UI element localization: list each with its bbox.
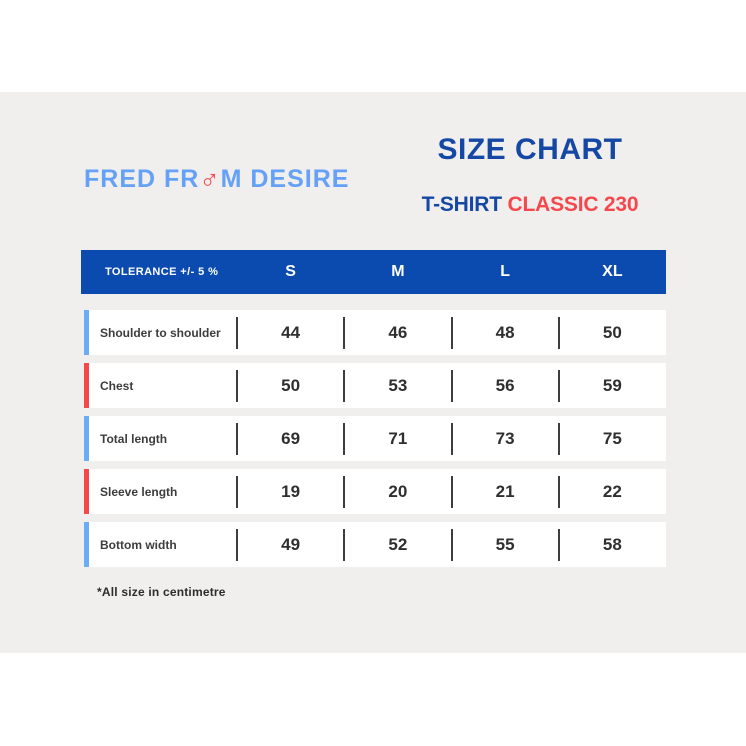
size-value-l: 56 [450, 363, 559, 408]
row-accent-bar [84, 310, 89, 355]
size-value-m: 52 [343, 522, 451, 567]
row-accent-bar [84, 522, 89, 567]
size-value-s: 69 [235, 416, 344, 461]
row-box: Sleeve length 19 20 21 22 [89, 469, 666, 514]
size-value-m: 46 [343, 310, 451, 355]
measurement-label: Shoulder to shoulder [100, 325, 221, 340]
logo-text-right: M DESIRE [220, 165, 350, 193]
measurement-label: Chest [100, 378, 134, 393]
table-header-row: TOLERANCE +/- 5 % S M L XL [81, 250, 666, 294]
table-body: Shoulder to shoulder 44 46 48 50 Chest 5… [81, 310, 666, 567]
size-value-m: 53 [343, 363, 451, 408]
table-row: Chest 50 53 56 59 [84, 363, 666, 408]
size-value-l: 73 [450, 416, 559, 461]
size-value-xl: 59 [557, 363, 666, 408]
size-value-xl: 22 [557, 469, 666, 514]
tolerance-header-cell: TOLERANCE +/- 5 % [105, 266, 219, 278]
page-title: SIZE CHART [437, 133, 623, 166]
product-name: T-SHIRT [421, 193, 502, 216]
size-value-xl: 50 [557, 310, 666, 355]
table-row: Sleeve length 19 20 21 22 [84, 469, 666, 514]
size-header-xl: XL [602, 263, 623, 280]
size-header-l: L [500, 263, 511, 280]
size-value-l: 55 [450, 522, 559, 567]
mars-symbol-icon: ♂ [199, 164, 221, 194]
row-accent-bar [84, 416, 89, 461]
row-accent-bar [84, 469, 89, 514]
row-box: Shoulder to shoulder 44 46 48 50 [89, 310, 666, 355]
size-value-l: 21 [450, 469, 559, 514]
size-value-l: 48 [450, 310, 559, 355]
units-footnote: *All size in centimetre [97, 585, 226, 599]
row-box: Bottom width 49 52 55 58 [89, 522, 666, 567]
size-header-s: S [285, 263, 296, 280]
size-value-s: 49 [235, 522, 344, 567]
size-value-xl: 75 [557, 416, 666, 461]
row-box: Chest 50 53 56 59 [89, 363, 666, 408]
logo-text-left: FRED FR [84, 165, 200, 193]
size-header-m: M [391, 263, 405, 280]
size-value-m: 71 [343, 416, 451, 461]
size-chart-table: TOLERANCE +/- 5 % S M L XL Shoulder to s… [81, 250, 666, 567]
product-subtitle: T-SHIRT CLASSIC 230 [355, 193, 705, 217]
size-value-m: 20 [343, 469, 451, 514]
brand-logo: FRED FR♂M DESIRE [84, 163, 349, 194]
measurement-label: Bottom width [100, 537, 177, 552]
table-row: Bottom width 49 52 55 58 [84, 522, 666, 567]
product-model: CLASSIC 230 [507, 193, 639, 216]
table-row: Shoulder to shoulder 44 46 48 50 [84, 310, 666, 355]
measurement-label: Sleeve length [100, 484, 178, 499]
size-value-s: 44 [235, 310, 344, 355]
row-box: Total length 69 71 73 75 [89, 416, 666, 461]
size-value-xl: 58 [557, 522, 666, 567]
measurement-label: Total length [100, 431, 168, 446]
size-value-s: 50 [235, 363, 344, 408]
table-row: Total length 69 71 73 75 [84, 416, 666, 461]
row-accent-bar [84, 363, 89, 408]
size-value-s: 19 [235, 469, 344, 514]
